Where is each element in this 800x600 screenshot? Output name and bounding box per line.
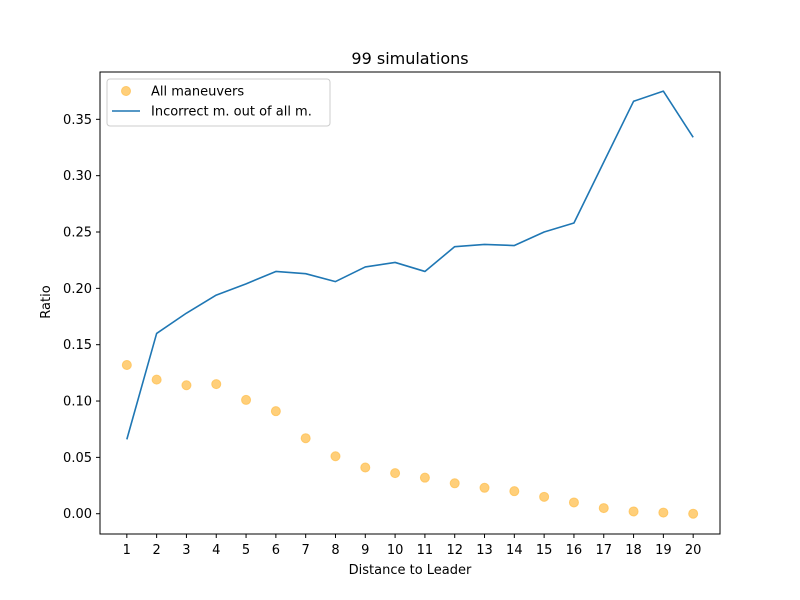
legend: All maneuvers Incorrect m. out of all m.: [106, 78, 331, 127]
x-tick-label: 10: [387, 543, 404, 558]
scatter-point: [390, 468, 401, 479]
x-tick-label: 1: [123, 543, 131, 558]
scatter-point: [121, 359, 132, 370]
scatter-point: [360, 462, 371, 473]
x-tick-label: 11: [417, 543, 434, 558]
x-axis-title: Distance to Leader: [349, 563, 472, 578]
x-tick-label: 16: [566, 543, 583, 558]
scatter-point: [479, 482, 490, 493]
y-tick-label: 0.10: [63, 395, 92, 410]
scatter-point: [449, 478, 460, 489]
y-tick-label: 0.00: [63, 507, 92, 522]
scatter-point: [181, 380, 192, 391]
scatter-point: [658, 507, 669, 518]
y-tick-label: 0.25: [63, 226, 92, 241]
x-tick-label: 12: [446, 543, 463, 558]
x-tick-label: 9: [361, 543, 369, 558]
x-tick-label: 18: [625, 543, 642, 558]
scatter-point: [628, 506, 639, 517]
legend-label: All maneuvers: [151, 85, 244, 100]
x-tick-label: 8: [331, 543, 339, 558]
y-tick-label: 0.20: [63, 282, 92, 297]
x-tick-label: 15: [536, 543, 553, 558]
y-tick-label: 0.15: [63, 338, 92, 353]
scatter-point: [598, 503, 609, 514]
x-tick-label: 6: [272, 543, 280, 558]
x-tick-label: 4: [212, 543, 220, 558]
x-tick-label: 3: [182, 543, 190, 558]
scatter-point: [688, 508, 699, 519]
x-tick-label: 2: [152, 543, 160, 558]
y-axis-title: Ratio: [39, 285, 54, 318]
scatter-point: [241, 394, 252, 405]
scatter-point: [300, 433, 311, 444]
scatter-point: [419, 472, 430, 483]
x-tick-label: 20: [685, 543, 702, 558]
x-tick-label: 13: [476, 543, 493, 558]
plot-frame: [99, 71, 721, 535]
y-tick-label: 0.35: [63, 113, 92, 128]
scatter-point: [151, 374, 162, 385]
plot-area: 1 2 3 4 5 6 7 8 9 10 11 12 13 14 15 16 17 18 19 200.000.050…: [63, 71, 721, 558]
x-tick-label: 14: [506, 543, 523, 558]
x-tick-label: 17: [595, 543, 612, 558]
legend-marker-scatter: [121, 86, 131, 96]
legend-label: Incorrect m. out of all m.: [151, 105, 312, 120]
y-tick-label: 0.30: [63, 169, 92, 184]
scatter-point: [270, 406, 281, 417]
chart-title: 99 simulations: [351, 49, 468, 68]
scatter-point: [211, 379, 222, 390]
scatter-point: [509, 486, 520, 497]
x-tick-label: 19: [655, 543, 672, 558]
y-tick-label: 0.05: [63, 451, 92, 466]
series-line: [126, 90, 694, 440]
scatter-point: [330, 451, 341, 462]
legend-box: [106, 78, 331, 127]
scatter-point: [539, 491, 550, 502]
scatter-point: [568, 497, 579, 508]
x-tick-label: 5: [242, 543, 250, 558]
x-tick-label: 7: [302, 543, 310, 558]
